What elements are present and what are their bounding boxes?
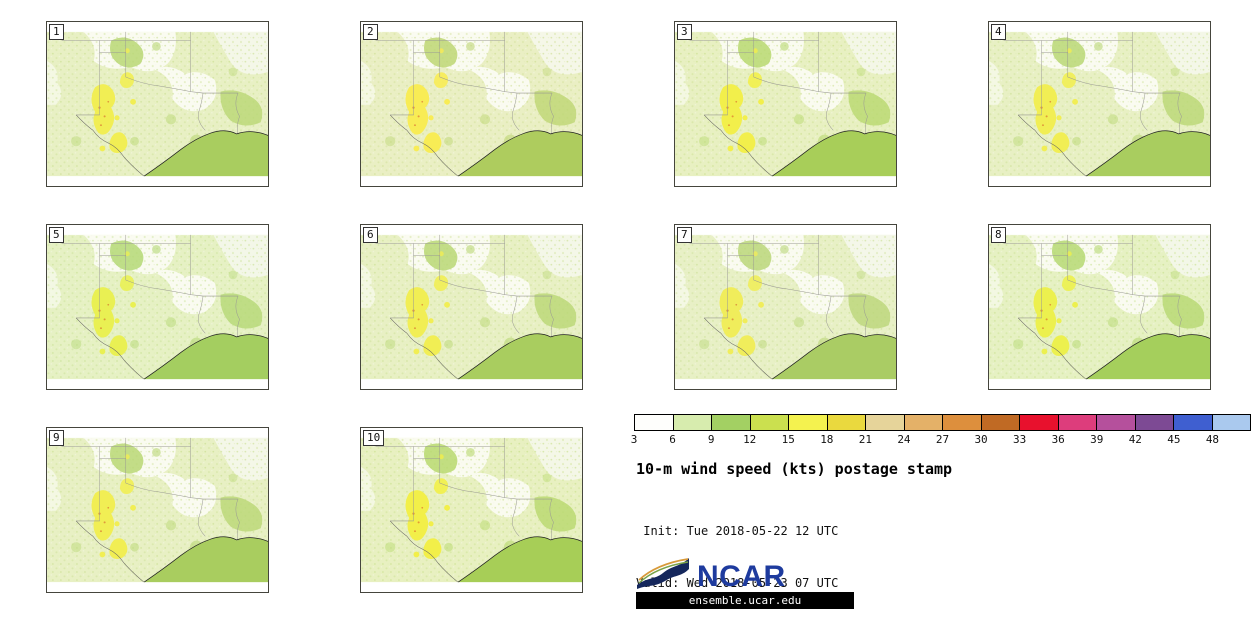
colorbar-segment	[1020, 415, 1059, 430]
colorbar-tick-label: 33	[1013, 433, 1027, 446]
colorbar-tick-label: 9	[707, 433, 715, 446]
colorbar-tick-label: 36	[1051, 433, 1065, 446]
wind-speed-map	[989, 22, 1210, 186]
ensemble-panel-10: 10	[360, 427, 583, 593]
colorbar-tick-label: 45	[1167, 433, 1181, 446]
time-info: Init: Tue 2018-05-22 12 UTC Valid: Wed 2…	[636, 488, 1251, 627]
wind-speed-map	[47, 22, 268, 186]
panel-number-label: 4	[991, 24, 1006, 40]
panel-number-label: 3	[677, 24, 692, 40]
colorbar-tick-label: 21	[858, 433, 872, 446]
ncar-logo-icon	[637, 558, 689, 589]
ensemble-panel-4: 4	[988, 21, 1211, 187]
ensemble-panel-5: 5	[46, 224, 269, 390]
wind-speed-map	[361, 428, 582, 592]
colorbar-segment	[1135, 415, 1174, 430]
wind-speed-map	[361, 225, 582, 389]
ensemble-panel-1: 1	[46, 21, 269, 187]
colorbar-segment	[789, 415, 828, 430]
panel-number-label: 10	[363, 430, 385, 446]
ensemble-panel-3: 3	[674, 21, 897, 187]
wind-speed-map	[675, 225, 896, 389]
wind-speed-map	[675, 22, 896, 186]
colorbar-segment	[1097, 415, 1136, 430]
colorbar-segment	[981, 415, 1020, 430]
figure-title: 10-m wind speed (kts) postage stamp	[636, 460, 953, 478]
ncar-branding: NCAR ensemble.ucar.edu	[636, 549, 854, 609]
valid-time: Valid: Wed 2018-05-23 07 UTC	[636, 575, 839, 590]
colorbar-tick-label: 30	[974, 433, 988, 446]
ensemble-panel-6: 6	[360, 224, 583, 390]
colorbar-tick-label: 42	[1128, 433, 1142, 446]
colorbar-tick-label: 24	[897, 433, 911, 446]
panel-number-label: 2	[363, 24, 378, 40]
ensemble-url: ensemble.ucar.edu	[636, 592, 854, 609]
init-time: Init: Tue 2018-05-22 12 UTC	[636, 523, 839, 538]
colorbar-tick-label: 18	[820, 433, 834, 446]
ncar-wordmark: NCAR	[697, 559, 786, 593]
colorbar-segment	[673, 415, 712, 430]
ensemble-panel-2: 2	[360, 21, 583, 187]
panel-number-label: 8	[991, 227, 1006, 243]
colorbar	[634, 414, 1251, 431]
colorbar-segment	[1058, 415, 1097, 430]
colorbar-segment	[635, 415, 674, 430]
colorbar-ticks: 3 6 9 12 15 18 21 24 27 30 33 36 39 42 45 48	[630, 432, 1251, 447]
wind-speed-map	[47, 225, 268, 389]
panel-number-label: 9	[49, 430, 64, 446]
panel-number-label: 6	[363, 227, 378, 243]
panel-number-label: 5	[49, 227, 64, 243]
colorbar-tick-label: 6	[669, 433, 676, 446]
wind-speed-map	[361, 22, 582, 186]
colorbar-tick-label: 39	[1090, 433, 1104, 446]
colorbar-tick-label: 12	[743, 433, 757, 446]
colorbar-segment	[943, 415, 982, 430]
colorbar-tick-label: 3	[630, 433, 638, 446]
colorbar-segment	[904, 415, 943, 430]
colorbar-segment	[866, 415, 905, 430]
postage-stamp-figure: 1 2 3 4 5 6 7 8 9 10 3 6 9 12 15 18 21 24 27 30 33…	[46, 21, 1251, 609]
colorbar-tick-label: 15	[781, 433, 795, 446]
ensemble-panel-8: 8	[988, 224, 1211, 390]
colorbar-segment	[712, 415, 751, 430]
wind-speed-map	[47, 428, 268, 592]
panel-number-label: 7	[677, 227, 692, 243]
ensemble-panel-7: 7	[674, 224, 897, 390]
legend-area: 3 6 9 12 15 18 21 24 27 30 33 36 39 42 45 48 10-m wind …	[630, 411, 1251, 609]
ensemble-panel-9: 9	[46, 427, 269, 593]
panel-number-label: 1	[49, 24, 64, 40]
colorbar-tick-label: 48	[1205, 433, 1220, 446]
colorbar-segment	[1174, 415, 1213, 430]
colorbar-tick-label: 27	[935, 433, 950, 446]
colorbar-segment	[1212, 415, 1250, 430]
colorbar-segment	[750, 415, 789, 430]
wind-speed-map	[989, 225, 1210, 389]
colorbar-segment	[827, 415, 866, 430]
